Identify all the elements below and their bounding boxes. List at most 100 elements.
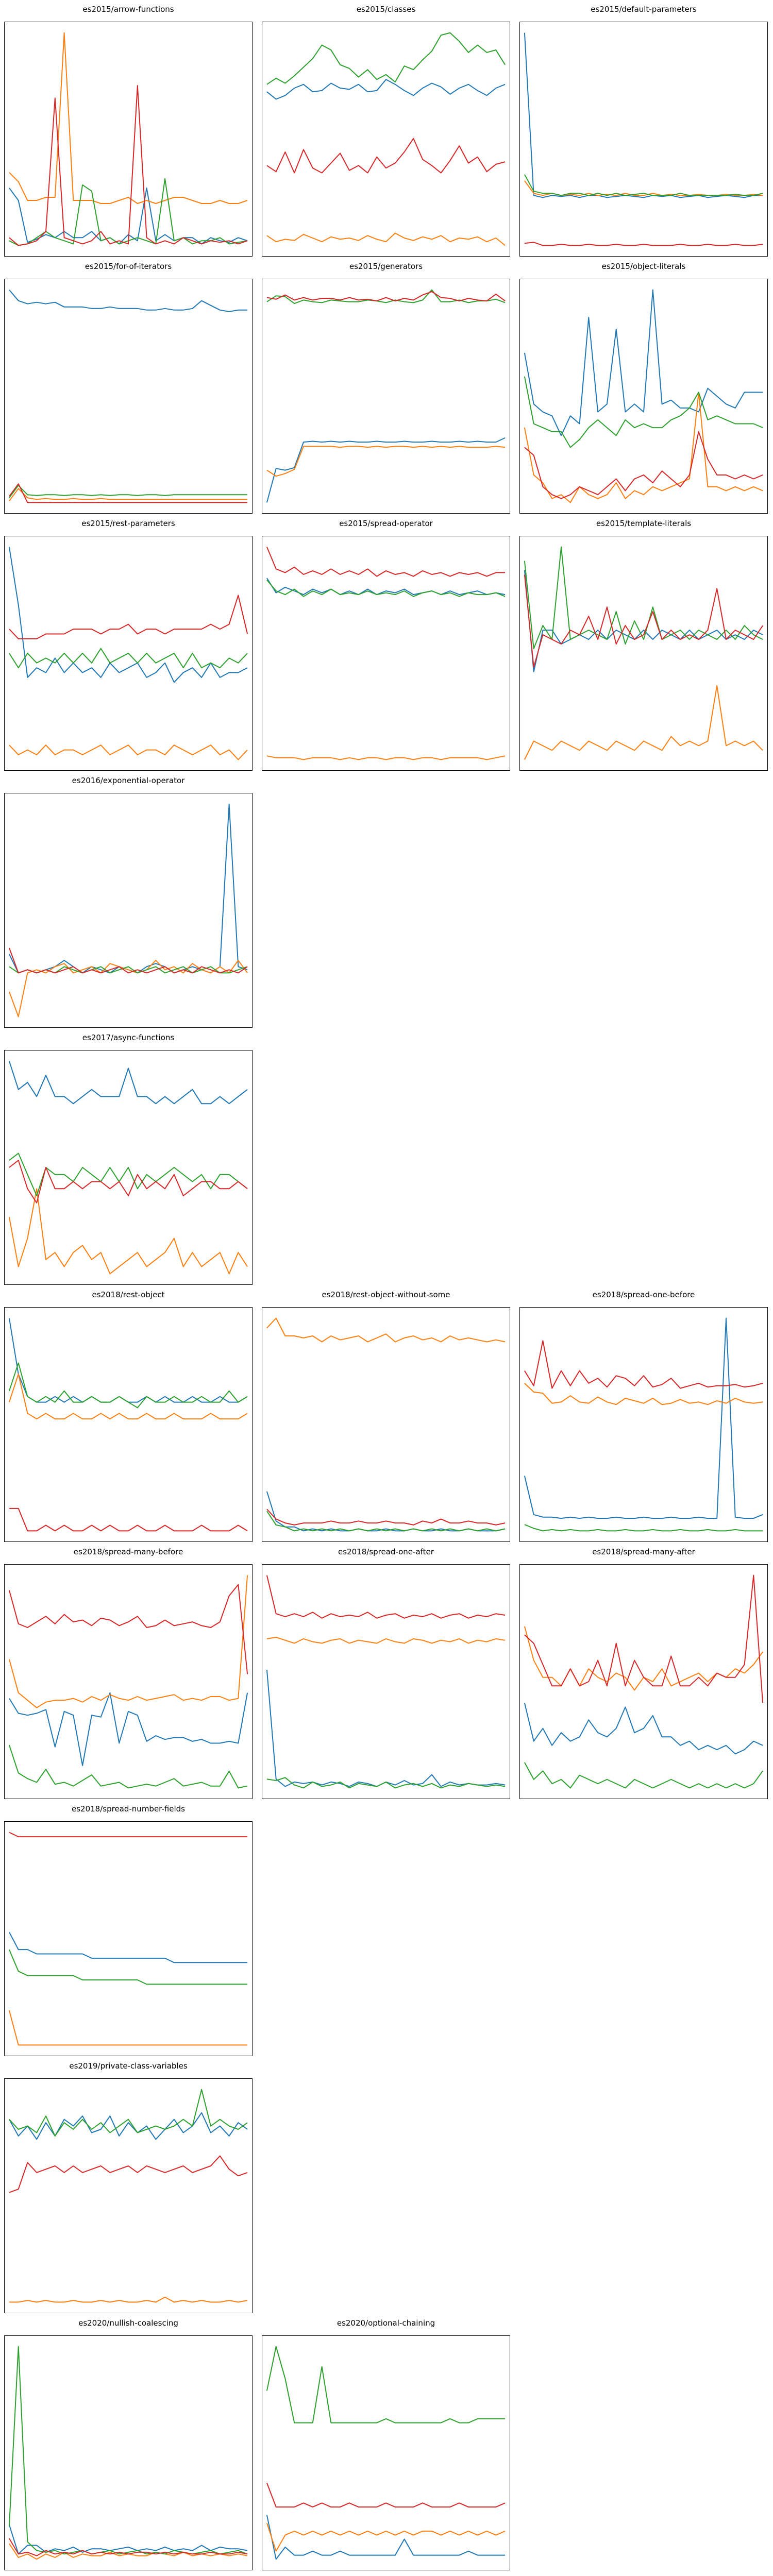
plot-area: [519, 536, 768, 771]
series-line-1: [266, 1317, 506, 1343]
chart-panel: es2015/classes: [262, 4, 510, 262]
series-line-2: [8, 1362, 248, 1409]
chart-panel: es2018/spread-one-after: [262, 1547, 510, 1804]
plot-area: [519, 1564, 768, 1799]
series-line-3: [266, 138, 506, 174]
series-line-0: [9, 803, 248, 974]
series-line-3: [524, 431, 763, 499]
series-line-2: [266, 580, 506, 597]
series-line-0: [266, 437, 506, 503]
plot-area: [262, 22, 510, 257]
series-line-2: [524, 1524, 763, 1532]
series-line-0: [266, 1491, 506, 1532]
series-line-1: [9, 2296, 248, 2303]
axes-frame: [4, 793, 253, 1028]
series-line-3: [524, 574, 763, 668]
plot-area: [4, 1307, 253, 1542]
series-line-1: [8, 960, 248, 1018]
chart-title: es2016/exponential-operator: [72, 776, 185, 785]
chart-panel: es2018/spread-one-before: [519, 1290, 768, 1547]
series-line-1: [266, 2522, 506, 2552]
series-line-2: [8, 1949, 248, 1985]
axes-frame: [4, 1307, 253, 1542]
chart-title: es2020/optional-chaining: [337, 2318, 435, 2328]
series-line-2: [524, 376, 763, 448]
series-line-2: [266, 289, 506, 304]
series-line-1: [524, 1626, 763, 1691]
plot-area: [4, 279, 253, 514]
axes-frame: [4, 22, 253, 257]
chart-title: es2015/for-of-iterators: [85, 262, 172, 271]
series-line-0: [266, 578, 506, 596]
plot-area: [519, 1307, 768, 1542]
chart-title: es2015/object-literals: [601, 262, 686, 271]
series-line-1: [8, 1575, 248, 1708]
series-line-2: [524, 546, 763, 649]
series-line-0: [9, 289, 248, 312]
series-line-3: [9, 85, 248, 246]
series-line-3: [9, 1832, 248, 1838]
plot-area: [262, 536, 510, 771]
series-line-0: [266, 2515, 506, 2560]
chart-panel: es2018/rest-object-without-some: [262, 1290, 510, 1547]
series-line-0: [524, 1703, 763, 1755]
series-line-3: [9, 1160, 248, 1204]
series-line-3: [8, 947, 248, 974]
series-line-1: [266, 755, 506, 760]
series-line-3: [9, 1507, 248, 1532]
chart-panel: es2015/template-literals: [519, 518, 768, 776]
series-line-3: [266, 1509, 506, 1526]
chart-title: es2015/generators: [349, 262, 423, 271]
series-line-1: [8, 2010, 248, 2046]
plot-area: [4, 2078, 253, 2313]
series-line-0: [9, 2112, 248, 2140]
series-line-1: [9, 32, 248, 204]
series-line-2: [9, 2089, 248, 2137]
chart-panel: es2015/rest-parameters: [4, 518, 253, 776]
chart-panel: es2015/arrow-functions: [4, 4, 253, 262]
series-line-0: [524, 570, 763, 672]
series-line-1: [524, 685, 763, 760]
chart-title: es2015/template-literals: [596, 519, 692, 528]
plot-area: [4, 2335, 253, 2570]
series-line-0: [9, 187, 248, 245]
series-line-0: [8, 547, 248, 683]
series-line-2: [9, 485, 248, 498]
series-line-2: [266, 2346, 506, 2424]
axes-frame: [4, 1564, 253, 1799]
series-line-3: [266, 1575, 506, 1619]
series-line-2: [266, 1777, 506, 1789]
axes-frame: [4, 1050, 253, 1285]
series-line-3: [8, 1584, 248, 1674]
chart-panel: es2015/for-of-iterators: [4, 261, 253, 519]
chart-panel: es2015/generators: [262, 261, 510, 519]
series-line-1: [524, 1383, 763, 1405]
axes-frame: [519, 22, 768, 257]
axes-frame: [4, 1821, 253, 2056]
chart-panel: es2015/object-literals: [519, 261, 768, 519]
series-line-1: [266, 446, 506, 477]
axes-frame: [519, 279, 768, 514]
series-line-3: [266, 2483, 506, 2508]
chart-title: es2018/spread-number-fields: [72, 1804, 185, 1814]
chart-title: es2020/nullish-coalescing: [78, 2318, 178, 2328]
series-line-2: [9, 648, 248, 669]
chart-title: es2015/spread-operator: [339, 519, 433, 528]
chart-panel: es2020/nullish-coalescing: [4, 2318, 253, 2575]
series-line-2: [524, 174, 763, 196]
chart-title: es2015/classes: [356, 5, 416, 14]
series-line-3: [524, 242, 763, 246]
axes-frame: [4, 2335, 253, 2570]
series-line-2: [9, 1153, 248, 1196]
series-line-3: [266, 291, 506, 302]
series-line-0: [8, 1061, 248, 1105]
chart-title: es2019/private-class-variables: [69, 2061, 188, 2071]
series-line-0: [8, 1318, 248, 1403]
series-line-3: [266, 547, 506, 577]
series-line-3: [524, 1574, 764, 1703]
series-line-0: [524, 32, 763, 198]
series-line-1: [266, 1637, 506, 1644]
axes-frame: [262, 1307, 510, 1542]
chart-panel: es2020/optional-chaining: [262, 2318, 510, 2575]
